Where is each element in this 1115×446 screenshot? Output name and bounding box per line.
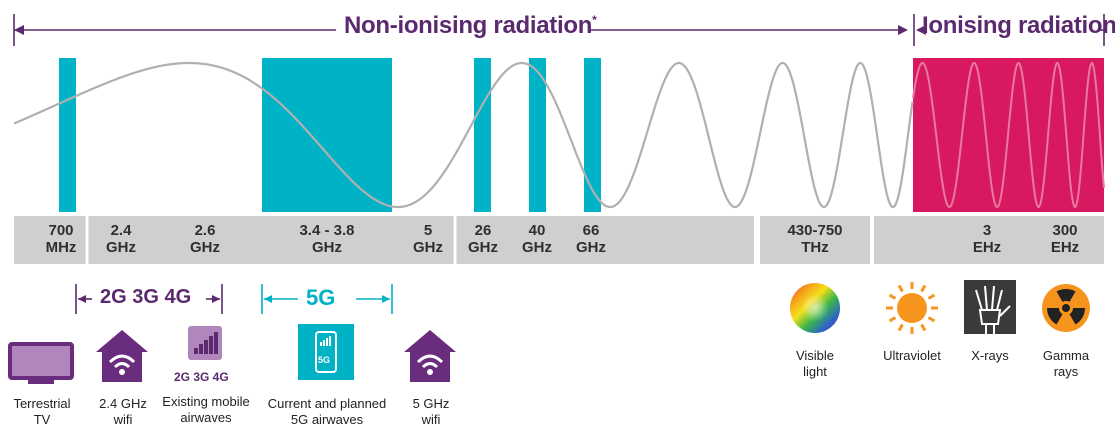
caption-wifi-5ghz: 5 GHz wifi — [412, 396, 450, 427]
freq-label-300ehz: 300 EHz — [1050, 222, 1080, 256]
freq-label-430-750thz: 430-750 THz — [787, 222, 843, 256]
band-marker-3-4-3-8ghz — [262, 58, 392, 212]
freq-label-5ghz: 5 GHz — [413, 222, 443, 256]
freq-label-3-4-3-8ghz: 3.4 - 3.8 GHz — [299, 222, 355, 256]
band-marker-26ghz — [474, 58, 491, 212]
house-wifi-icon — [96, 330, 148, 382]
fiveg-band-label: 5G — [306, 285, 336, 310]
band-marker-66ghz — [584, 58, 601, 212]
caption-ultraviolet: Ultraviolet — [883, 348, 941, 363]
radiation-icon — [1042, 284, 1090, 332]
non-ionising-title: Non-ionising radiation* — [344, 12, 597, 39]
signal-bars-icon — [188, 326, 222, 360]
phone-5g-icon — [298, 324, 354, 380]
freq-label-2-6ghz: 2.6 GHz — [190, 222, 220, 256]
frequency-bar-left — [14, 216, 754, 264]
tv-icon — [8, 342, 74, 384]
band-marker-700mhz — [59, 58, 76, 212]
frequency-bar-mid — [760, 216, 870, 264]
legacy-band-arrow — [75, 284, 223, 314]
wave-line-ionising — [912, 61, 1105, 209]
frequency-bar-right — [874, 216, 1104, 264]
caption-x-rays: X-rays — [971, 348, 1009, 363]
xray-hand-icon — [964, 280, 1016, 334]
sun-icon — [886, 282, 938, 334]
legacy-band-label: 2G 3G 4G — [100, 286, 192, 308]
wave-line — [13, 61, 914, 209]
mobile-icon-text: 2G 3G 4G — [174, 370, 229, 384]
freq-label-2-4ghz: 2.4 GHz — [106, 222, 136, 256]
caption-terrestrial-tv: Terrestrial TV — [13, 396, 71, 427]
freq-label-26ghz: 26 GHz — [468, 222, 498, 256]
caption-gamma-rays: Gamma rays — [1042, 348, 1090, 379]
caption-wifi-2-4ghz: 2.4 GHz wifi — [99, 396, 147, 427]
ionising-arrow — [913, 14, 1105, 46]
phone-5g-icon-text: 5G — [318, 355, 331, 365]
ionising-title: Ionising radiation* — [922, 12, 1115, 39]
house-wifi-icon — [404, 330, 456, 382]
band-marker-40ghz — [529, 58, 546, 212]
rainbow-icon — [790, 283, 840, 333]
caption-existing-mobile: Existing mobile airwaves — [162, 394, 250, 425]
caption-visible-light: Visible light — [795, 348, 835, 379]
caption-5g-airwaves: Current and planned 5G airwaves — [267, 396, 387, 427]
non-ionising-arrow — [13, 14, 908, 46]
freq-label-700mhz: 700 MHz — [45, 222, 77, 256]
freq-label-66ghz: 66 GHz — [576, 222, 606, 256]
freq-label-40ghz: 40 GHz — [522, 222, 552, 256]
fiveg-band-arrow — [261, 284, 393, 314]
freq-label-3ehz: 3 EHz — [972, 222, 1002, 256]
